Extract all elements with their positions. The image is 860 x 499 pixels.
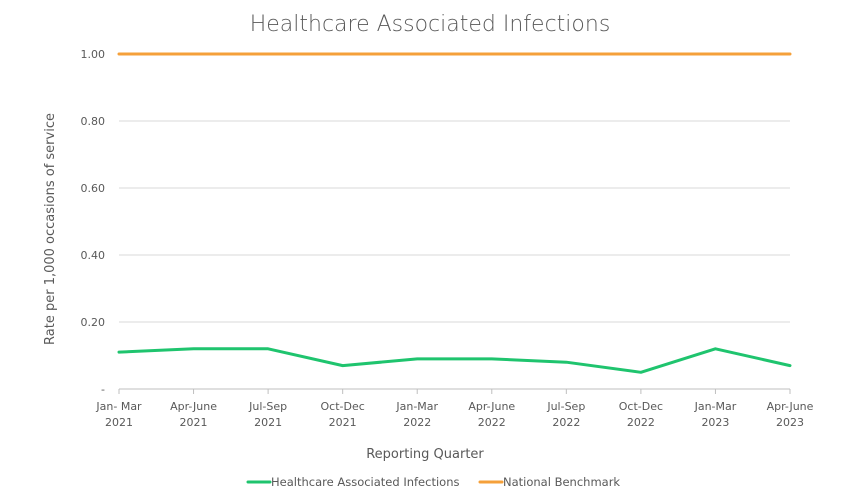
x-tick-label-line: Jan- Mar: [95, 400, 142, 413]
x-axis-title: Reporting Quarter: [366, 447, 484, 462]
x-tick-label-line: Oct-Dec: [619, 400, 663, 413]
y-axis-title: Rate per 1,000 occasions of service: [43, 113, 58, 345]
x-tick-label: Apr-June 2021: [170, 400, 217, 429]
series-line-0: [117, 347, 792, 374]
legend-label: National Benchmark: [503, 475, 620, 489]
x-tick-label-line: Apr-June: [468, 400, 515, 413]
x-tick-label-line: Jan-Mar: [694, 400, 737, 413]
x-tick-label: Jul-Sep 2022: [546, 400, 585, 429]
x-tick-label: Oct-Dec 2021: [321, 400, 365, 429]
x-tick-label-line: Apr-June: [170, 400, 217, 413]
x-tick-label-line: 2021: [329, 416, 357, 429]
x-tick-label-line: 2021: [105, 416, 133, 429]
x-tick-label: Jan-Mar 2022: [395, 400, 438, 429]
gridlines: [119, 53, 790, 323]
x-tick-label-line: 2022: [627, 416, 655, 429]
x-tick-label-line: 2023: [776, 416, 804, 429]
x-tick-label-line: 2022: [403, 416, 431, 429]
x-tick-label-line: Apr-June: [767, 400, 814, 413]
x-tick-label-line: Oct-Dec: [321, 400, 365, 413]
x-tick-label-line: 2022: [478, 416, 506, 429]
y-tick-label: 0.60: [81, 182, 106, 195]
y-tick-label: 0.20: [81, 316, 106, 329]
x-tick-label: Jan-Mar 2023: [694, 400, 737, 429]
y-tick-label: 1.00: [81, 48, 106, 61]
x-tick-label: Oct-Dec 2022: [619, 400, 663, 429]
x-tick-label-line: Jan-Mar: [395, 400, 438, 413]
chart-title: Healthcare Associated Infections: [250, 12, 611, 37]
legend: Healthcare Associated Infections National…: [246, 475, 620, 489]
x-tick-label-line: Jul-Sep: [546, 400, 585, 413]
y-tick-label: -: [101, 383, 105, 396]
series-lines: [117, 52, 792, 374]
x-tick-label: Jan- Mar 2021: [95, 400, 142, 429]
x-tick-label-line: Jul-Sep: [248, 400, 287, 413]
y-tick-label: 0.40: [81, 249, 106, 262]
x-tick-label: Jul-Sep 2021: [248, 400, 287, 429]
x-tick-label: Apr-June 2023: [767, 400, 814, 429]
legend-label: Healthcare Associated Infections: [271, 475, 459, 489]
x-axis: [118, 388, 791, 394]
y-axis-tick-labels: - 0.20 0.40 0.60 0.80 1.00: [81, 48, 106, 396]
x-tick-label-line: 2022: [552, 416, 580, 429]
y-tick-label: 0.80: [81, 115, 106, 128]
x-tick-label-line: 2021: [254, 416, 282, 429]
x-tick-label: Apr-June 2022: [468, 400, 515, 429]
x-tick-label-line: 2021: [180, 416, 208, 429]
x-tick-label-line: 2023: [701, 416, 729, 429]
